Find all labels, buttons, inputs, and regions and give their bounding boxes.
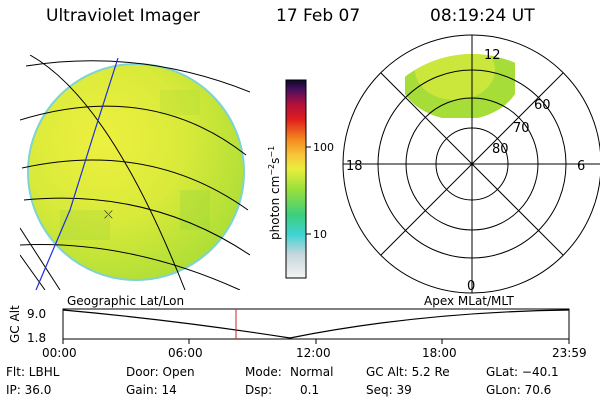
- subsatellite-marker: ⤬: [104, 208, 113, 221]
- color-scale-bar: [285, 79, 307, 279]
- lat-label-70: 70: [513, 121, 530, 136]
- x-tick-2359: 23:59: [552, 346, 587, 360]
- x-tick-0000: 00:00: [42, 346, 77, 360]
- dsp-label: Dsp:: [245, 383, 273, 397]
- x-tick-1200: 12:00: [296, 346, 331, 360]
- sequence-status: Seq: 39: [366, 383, 412, 397]
- geo-longitude: GLon: 70.6: [486, 383, 552, 397]
- filter-status: Flt: LBHL: [6, 365, 60, 379]
- instrument-title: Ultraviolet Imager: [46, 6, 200, 26]
- mode-label: Mode:: [245, 365, 282, 379]
- altitude-timeline: [62, 308, 570, 344]
- geo-latitude: GLat: −40.1: [486, 365, 559, 379]
- geographic-label: Geographic Lat/Lon: [67, 294, 185, 308]
- lat-label-60: 60: [534, 98, 551, 113]
- apex-label: Apex MLat/MLT: [424, 294, 514, 308]
- y-tick-max: 9.0: [27, 307, 47, 321]
- ip-status: IP: 36.0: [6, 383, 52, 397]
- mlt-label-0: 0: [467, 279, 475, 294]
- gain-status: Gain: 14: [126, 383, 177, 397]
- door-status: Door: Open: [126, 365, 195, 379]
- y-tick-min: 1.8: [27, 331, 47, 345]
- spacecraft-track-line: [35, 57, 119, 291]
- x-tick-0600: 06:00: [168, 346, 203, 360]
- observation-time: 08:19:24 UT: [430, 6, 535, 26]
- observation-date: 17 Feb 07: [276, 6, 361, 26]
- geographic-grid: [20, 55, 250, 290]
- y-axis-label: GC Alt: [8, 305, 22, 343]
- mlt-label-12: 12: [484, 48, 501, 63]
- earth-image: [27, 63, 245, 281]
- mode-value: Normal: [290, 365, 334, 379]
- x-tick-1800: 18:00: [422, 346, 457, 360]
- colorbar-tick-10: 10: [313, 228, 327, 241]
- gc-alt-status: GC Alt: 5.2 Re: [366, 365, 450, 379]
- dsp-value: 0.1: [300, 383, 320, 397]
- mlt-label-6: 6: [577, 159, 585, 174]
- colorbar-unit-label: photon cm−2s−1: [267, 146, 282, 240]
- lat-label-80: 80: [492, 142, 509, 157]
- polar-plot: 12 18 6 0 60 70 80: [342, 34, 600, 294]
- colorbar-tick-100: 100: [313, 141, 334, 154]
- mlt-label-18: 18: [346, 159, 363, 174]
